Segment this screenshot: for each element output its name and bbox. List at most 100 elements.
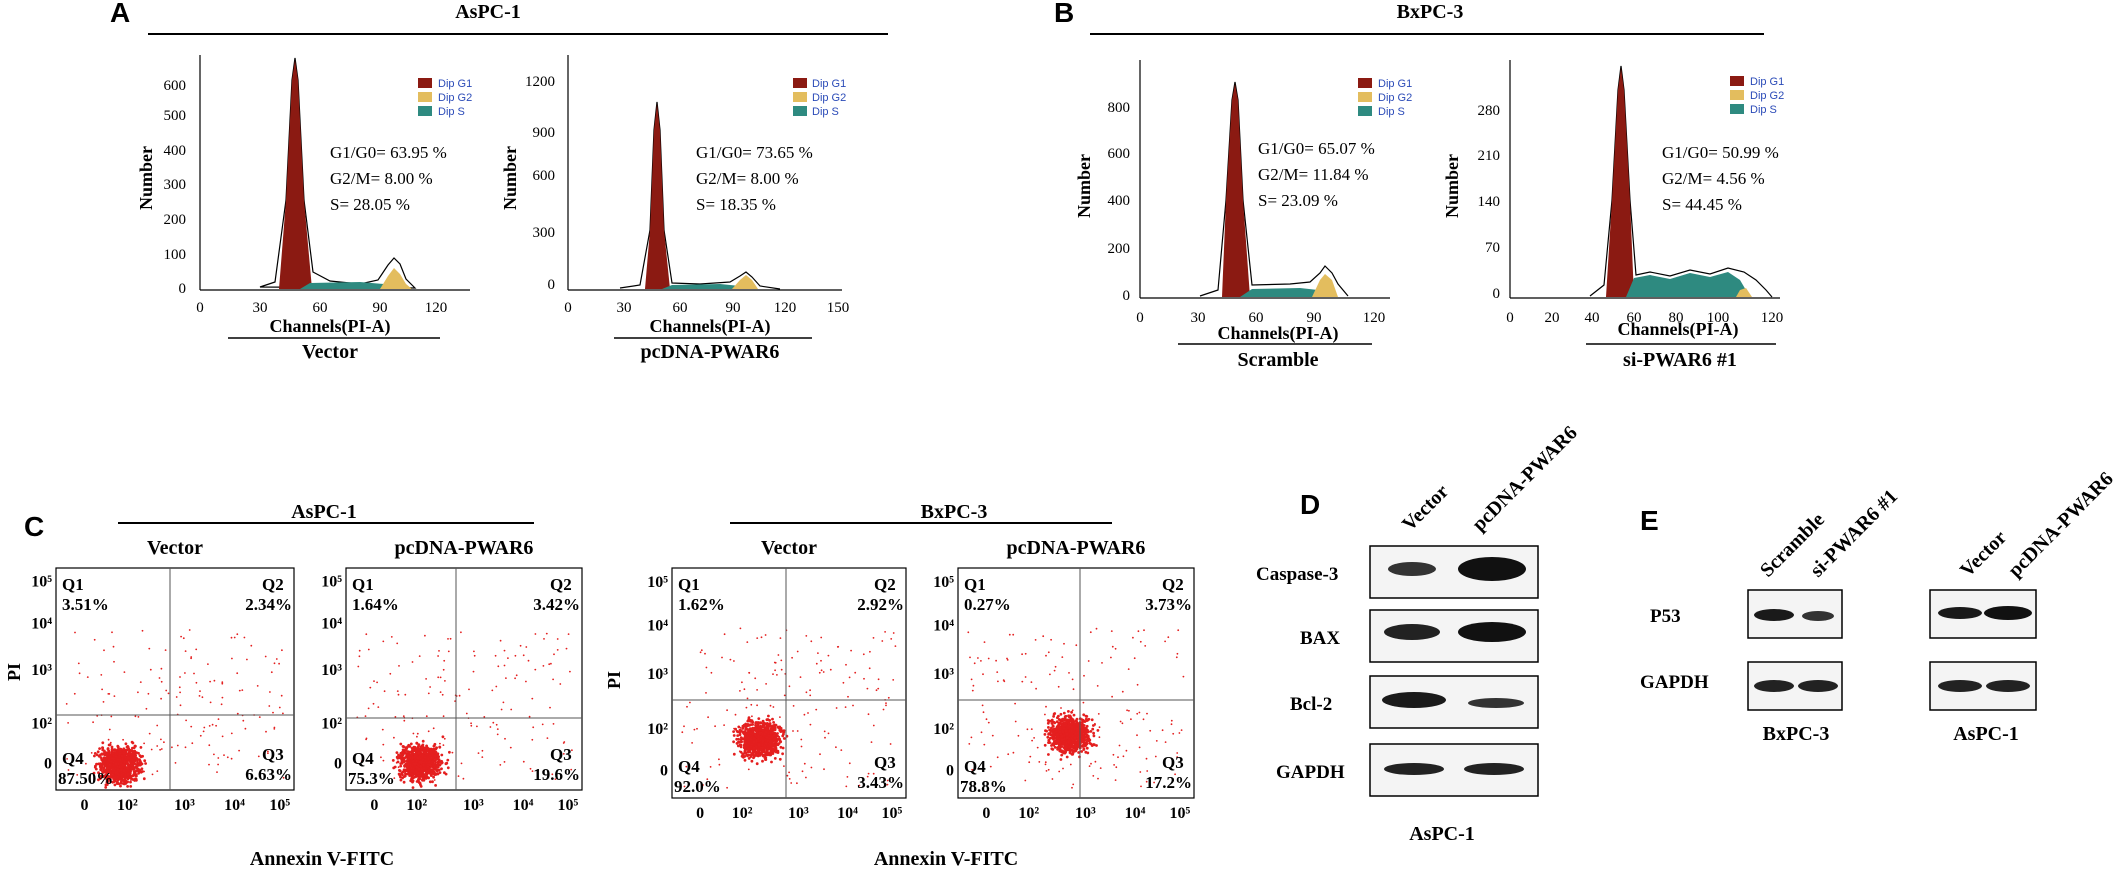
event-dot — [967, 631, 970, 634]
event-dot — [1070, 725, 1074, 729]
event-dot — [707, 716, 709, 719]
event-dot — [230, 636, 233, 639]
event-dot — [437, 763, 441, 766]
event-dot — [435, 770, 438, 772]
event-dot — [809, 723, 812, 726]
event-dot — [99, 774, 103, 778]
event-dot — [442, 715, 445, 718]
y-tick: 300 — [164, 177, 187, 193]
event-dot — [213, 753, 215, 756]
event-dot — [411, 748, 415, 752]
event-dot — [885, 704, 887, 707]
event-dot — [1176, 652, 1179, 655]
x-tick: 150 — [827, 300, 850, 316]
event-dot — [827, 732, 830, 735]
event-dot — [567, 633, 570, 635]
event-dot — [470, 724, 473, 727]
event-dot — [782, 729, 786, 732]
event-dot — [1082, 748, 1086, 751]
event-dot — [416, 735, 418, 738]
event-dot — [275, 658, 278, 660]
event-dot — [983, 743, 986, 746]
event-dot — [982, 711, 985, 714]
event-dot — [403, 774, 407, 778]
event-dot — [419, 785, 423, 788]
legend-swatch-g1 — [1358, 78, 1372, 88]
event-dot — [395, 755, 399, 759]
event-dot — [1071, 678, 1074, 681]
y-tick: 10³ — [321, 662, 342, 679]
event-dot — [756, 637, 759, 639]
event-dot — [395, 761, 398, 764]
event-dot — [805, 635, 808, 637]
legend-label: Dip G2 — [1750, 90, 1784, 102]
event-dot — [803, 762, 806, 765]
y-tick: 10⁵ — [647, 574, 668, 591]
event-dot — [867, 713, 870, 716]
event-dot — [537, 769, 539, 772]
event-dot — [1161, 729, 1164, 732]
event-dot — [433, 779, 436, 781]
event-dot — [764, 726, 767, 730]
event-dot — [774, 748, 778, 752]
x-tick: 90 — [726, 300, 741, 316]
event-dot — [1053, 741, 1056, 744]
event-dot — [101, 741, 105, 745]
row-label: GAPDH — [1276, 762, 1345, 783]
event-dot — [399, 751, 403, 755]
event-dot — [997, 680, 999, 683]
event-dot — [123, 776, 127, 780]
event-dot — [981, 704, 984, 707]
event-dot — [1075, 727, 1079, 730]
event-dot — [745, 724, 748, 728]
event-dot — [689, 701, 691, 704]
event-dot — [1049, 730, 1053, 733]
event-dot — [510, 708, 513, 711]
event-dot — [92, 721, 94, 724]
event-dot — [1154, 755, 1157, 758]
event-dot — [399, 762, 403, 765]
event-dot — [844, 706, 847, 708]
event-dot — [437, 655, 439, 657]
q2-label: Q2 — [262, 575, 284, 594]
event-dot — [394, 716, 397, 718]
event-dot — [732, 730, 735, 733]
legend-swatch-s — [1730, 104, 1744, 114]
event-dot — [417, 778, 420, 781]
event-dot — [1047, 726, 1050, 729]
event-dot — [881, 640, 884, 642]
event-dot — [244, 727, 247, 730]
event-dot — [175, 696, 178, 698]
event-dot — [746, 641, 749, 643]
event-dot — [104, 773, 108, 777]
row-label: P53 — [1650, 606, 1681, 627]
event-dot — [1071, 744, 1075, 748]
event-dot — [407, 751, 411, 754]
event-dot — [217, 718, 220, 720]
event-dot — [267, 752, 269, 755]
event-dot — [840, 749, 843, 751]
event-dot — [70, 764, 73, 766]
event-dot — [143, 759, 147, 763]
x-tick: 10⁴ — [224, 797, 245, 814]
event-dot — [1008, 633, 1011, 636]
event-dot — [399, 742, 403, 746]
event-dot — [1092, 775, 1095, 777]
event-dot — [132, 746, 136, 750]
event-dot — [810, 640, 813, 643]
event-dot — [1033, 737, 1035, 739]
event-dot — [278, 662, 280, 665]
event-dot — [875, 689, 878, 692]
event-dot — [364, 715, 367, 717]
event-dot — [107, 738, 110, 741]
stat-g2: G2/M= 8.00 % — [696, 169, 799, 188]
event-dot — [376, 681, 378, 684]
legend: Dip G1 Dip G2 Dip S — [418, 78, 472, 118]
x-ticks: 0 30 60 90 120 — [196, 300, 447, 316]
event-dot — [403, 756, 407, 759]
y-tick: 800 — [1108, 100, 1131, 116]
histogram-pcdna-aspc1: Number 0 300 600 900 1200 0 30 60 90 120… — [500, 55, 849, 363]
event-dot — [714, 725, 716, 728]
band — [1986, 680, 2030, 692]
event-dot — [756, 704, 758, 707]
